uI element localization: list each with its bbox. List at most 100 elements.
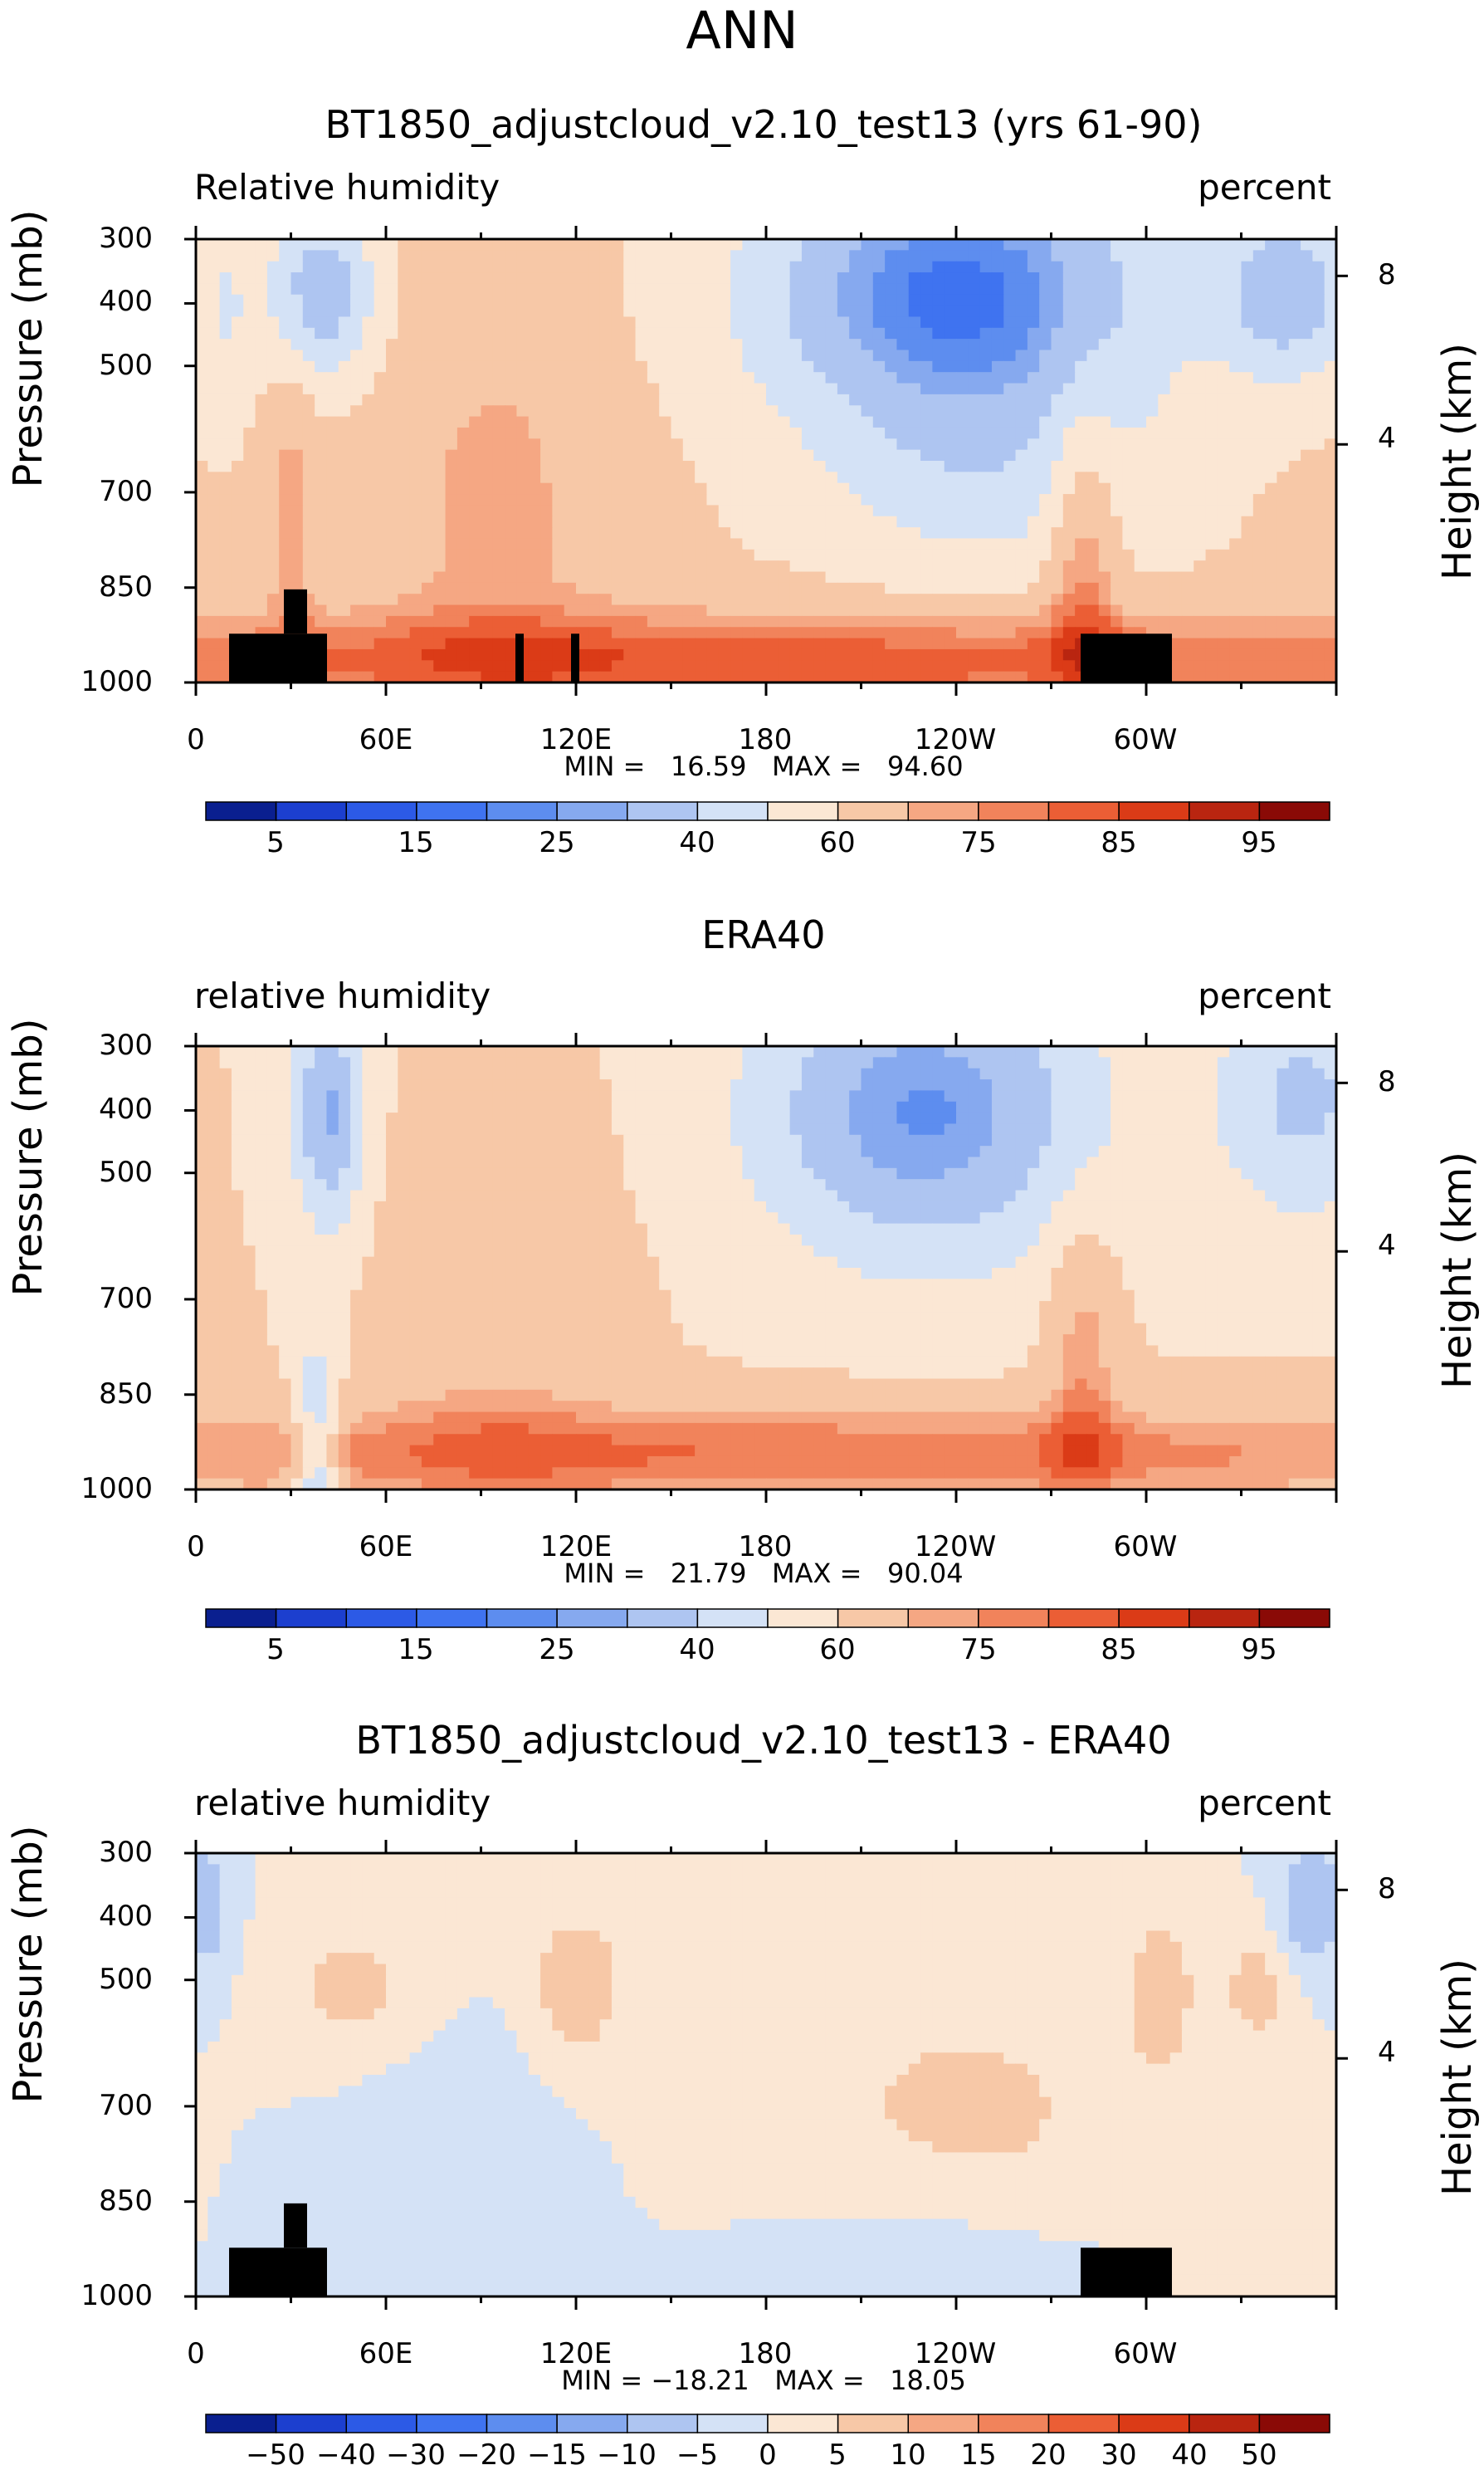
panel-2-contour-cell [481, 1157, 494, 1169]
panel-1-contour-cell [789, 261, 803, 273]
panel-1-contour-cell [350, 339, 363, 351]
panel-2-contour-cell [588, 1134, 601, 1147]
panel-2-contour-cell [1205, 1134, 1218, 1147]
panel-1-colorbar-swatch [767, 801, 839, 821]
panel-2-contour-cell [659, 1046, 672, 1058]
panel-1-contour-cell [588, 549, 601, 561]
panel-2-contour-cell [1324, 1123, 1337, 1136]
panel-1-contour-cell [469, 372, 482, 384]
panel-1-contour-cell [1324, 571, 1337, 584]
panel-1-contour-cell [908, 571, 921, 584]
panel-1-contour-cell [266, 339, 280, 351]
panel-1-contour-cell [1086, 383, 1100, 395]
panel-1-contour-cell [920, 461, 933, 472]
panel-1-contour-cell [659, 350, 672, 362]
panel-2-contour-cell [1134, 1079, 1147, 1091]
panel-1-contour-cell [409, 405, 422, 418]
panel-1-contour-cell [588, 372, 601, 384]
panel-1-contour-cell [944, 239, 957, 251]
panel-2-contour-cell [315, 1134, 328, 1147]
panel-1-contour-cell [409, 438, 422, 451]
panel-1-contour-cell [1265, 350, 1278, 362]
panel-1-contour-cell [492, 516, 505, 528]
panel-1-contour-cell [718, 383, 731, 395]
panel-2-contour-cell [1288, 1068, 1301, 1080]
panel-1-contour-cell [1252, 505, 1266, 517]
panel-1-contour-cell [196, 350, 208, 362]
panel-1-contour-cell [979, 339, 993, 351]
panel-2-contour-cell [469, 1146, 482, 1158]
panel-1-contour-cell [647, 339, 660, 351]
panel-1-contour-cell [920, 272, 933, 284]
panel-1-contour-cell [801, 416, 814, 428]
panel-2-contour-cell [671, 1157, 684, 1169]
panel-1-contour-cell [1039, 360, 1052, 373]
panel-1-contour-cell [505, 427, 518, 439]
panel-1-contour-cell [1252, 549, 1266, 561]
panel-1-contour-cell [231, 571, 244, 584]
panel-1-contour-cell [588, 394, 601, 406]
panel-1-contour-cell [362, 648, 375, 661]
panel-1-contour-cell [730, 560, 743, 573]
panel-1-contour-cell [861, 660, 874, 673]
panel-1-contour-cell [825, 250, 838, 262]
panel-1-contour-cell [932, 594, 945, 606]
panel-1-contour-cell [1181, 360, 1194, 373]
panel-1-contour-cell [540, 461, 553, 472]
panel-1-contour-cell [505, 261, 518, 273]
panel-1-contour-cell [695, 571, 708, 584]
panel-1-contour-cell [896, 627, 910, 639]
panel-1-contour-cell [386, 250, 398, 262]
panel-1-contour-cell [1134, 383, 1147, 395]
panel-1-contour-cell [338, 549, 351, 561]
panel-1-contour-cell [813, 482, 827, 495]
panel-2-contour-cell [1158, 1134, 1171, 1147]
panel-1-contour-cell [492, 660, 505, 673]
panel-1-contour-cell [682, 394, 696, 406]
panel-1-contour-cell [1324, 306, 1337, 318]
panel-1-contour-cell [635, 461, 648, 472]
panel-1-contour-cell [1062, 306, 1076, 318]
panel-1-contour-cell [1181, 383, 1194, 395]
panel-1-contour-cell [1324, 261, 1337, 273]
panel-1-contour-cell [635, 405, 648, 418]
panel-2-contour-cell [279, 1113, 292, 1125]
panel-1-contour-cell [1277, 571, 1290, 584]
panel-2-contour-cell [1301, 1068, 1313, 1080]
panel-1-contour-cell [1062, 372, 1076, 384]
panel-1-contour-cell [1098, 372, 1111, 384]
panel-1-contour-cell [1181, 615, 1194, 628]
panel-1-contour-cell [599, 527, 613, 540]
panel-2-contour-cell [1252, 1134, 1266, 1147]
panel-1-contour-cell [290, 394, 304, 406]
panel-1-contour-cell [1265, 372, 1278, 384]
panel-1-contour-cell [1169, 272, 1183, 284]
panel-1-contour-cell [611, 427, 624, 439]
panel-1-contour-cell [1158, 316, 1171, 329]
panel-1-contour-cell [979, 461, 993, 472]
panel-1-contour-cell [896, 482, 910, 495]
panel-1-contour-cell [219, 648, 232, 661]
panel-1-contour-cell [516, 427, 530, 439]
panel-1-contour-cell [255, 438, 268, 451]
panel-1-contour-cell [1062, 261, 1076, 273]
panel-1-contour-cell [373, 316, 387, 329]
panel-1-contour-cell [706, 549, 720, 561]
panel-2-contour-cell [849, 1068, 862, 1080]
panel-1-contour-cell [398, 560, 411, 573]
panel-1-contour-cell [920, 594, 933, 606]
panel-1-contour-cell [1312, 239, 1325, 251]
panel-1-contour-cell [1111, 449, 1123, 462]
panel-1-contour-cell [872, 638, 886, 650]
panel-2-contour-cell [1324, 1157, 1337, 1169]
panel-2-contour-cell [611, 1134, 624, 1147]
panel-1-contour-cell [861, 482, 874, 495]
panel-1-contour-cell [481, 482, 494, 495]
panel-2-contour-cell [861, 1134, 874, 1147]
panel-1-contour-cell [576, 350, 588, 362]
panel-1-contour-cell [481, 627, 494, 639]
panel-2-contour-cell [801, 1113, 814, 1125]
panel-1-contour-cell [1158, 306, 1171, 318]
panel-1-contour-cell [1122, 449, 1135, 462]
panel-2-contour-cell [469, 1157, 482, 1169]
